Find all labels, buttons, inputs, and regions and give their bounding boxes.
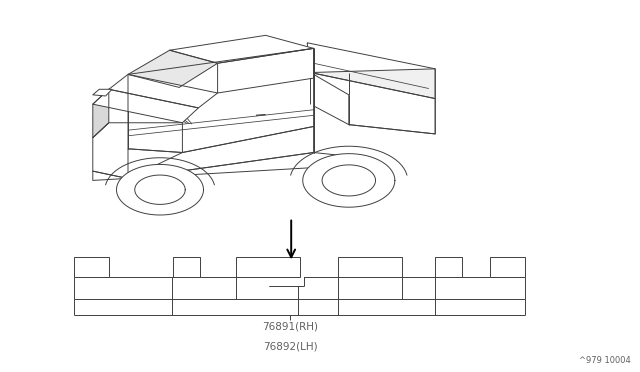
Polygon shape	[128, 48, 314, 153]
Polygon shape	[218, 48, 314, 93]
Polygon shape	[310, 69, 435, 134]
Polygon shape	[303, 154, 395, 207]
Bar	[236, 257, 300, 277]
Polygon shape	[93, 123, 182, 179]
Bar	[74, 257, 109, 277]
Bar	[173, 257, 200, 277]
Polygon shape	[93, 89, 112, 96]
Text: ^979 10004: ^979 10004	[579, 356, 630, 365]
Bar	[435, 257, 462, 277]
Text: 76892(LH): 76892(LH)	[263, 341, 317, 351]
Text: 76891(RH): 76891(RH)	[262, 322, 318, 332]
Polygon shape	[93, 89, 109, 138]
Polygon shape	[93, 153, 349, 180]
Polygon shape	[307, 43, 435, 99]
Bar	[490, 257, 525, 277]
Polygon shape	[93, 89, 198, 123]
Polygon shape	[269, 276, 304, 286]
Polygon shape	[310, 73, 435, 134]
Polygon shape	[128, 126, 314, 179]
Polygon shape	[170, 35, 314, 63]
Polygon shape	[116, 164, 204, 215]
Bar	[74, 277, 525, 299]
Bar	[338, 257, 402, 277]
Polygon shape	[128, 50, 218, 87]
Polygon shape	[109, 74, 218, 108]
